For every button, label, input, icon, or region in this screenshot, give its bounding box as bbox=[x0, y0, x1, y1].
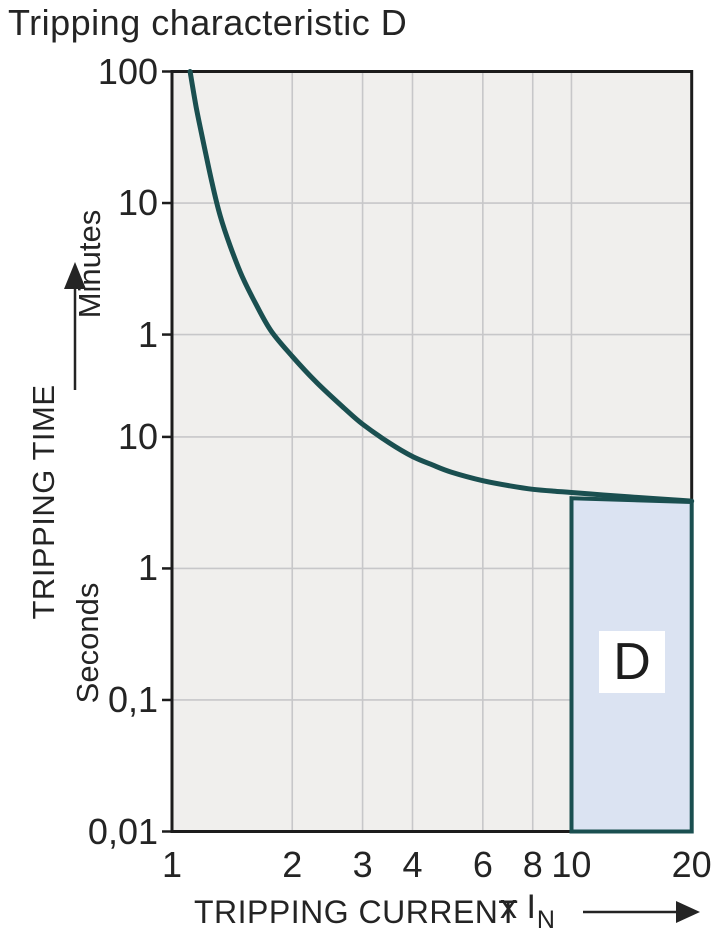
x-axis-unit: x IN bbox=[500, 888, 555, 934]
x-tick-label: 8 bbox=[522, 844, 543, 885]
y-axis-arrowhead-icon bbox=[64, 262, 86, 289]
x-tick-label: 20 bbox=[671, 844, 712, 885]
chart-title: Tripping characteristic D bbox=[8, 2, 408, 43]
x-tick-label: 4 bbox=[402, 844, 423, 885]
y-tick-label: 1 bbox=[137, 313, 158, 355]
plot-border bbox=[170, 70, 694, 833]
x-tick-label: 2 bbox=[282, 844, 303, 885]
x-axis-unit-prefix: x I bbox=[500, 888, 536, 926]
x-axis-unit-subscript: N bbox=[536, 905, 555, 934]
y-tick-label: 1 bbox=[137, 547, 158, 589]
y-tick-label: 0,1 bbox=[107, 678, 158, 720]
y-axis-minutes-label: Minutes bbox=[72, 209, 107, 319]
y-tick-label: 100 bbox=[97, 50, 158, 92]
y-tick-label: 0,01 bbox=[87, 810, 158, 852]
x-tick-label: 1 bbox=[161, 844, 183, 885]
x-tick-label: 3 bbox=[352, 844, 373, 885]
tripping-curve bbox=[187, 69, 695, 504]
x-axis-arrowhead-icon bbox=[676, 901, 700, 923]
y-tick-label: 10 bbox=[117, 415, 158, 457]
y-tick-label: 10 bbox=[117, 182, 158, 224]
x-axis-title: TRIPPING CURRENT bbox=[194, 894, 519, 930]
d-region-label: D bbox=[599, 631, 665, 693]
x-tick-label: 10 bbox=[551, 844, 592, 885]
x-tick-label: 6 bbox=[472, 844, 493, 885]
